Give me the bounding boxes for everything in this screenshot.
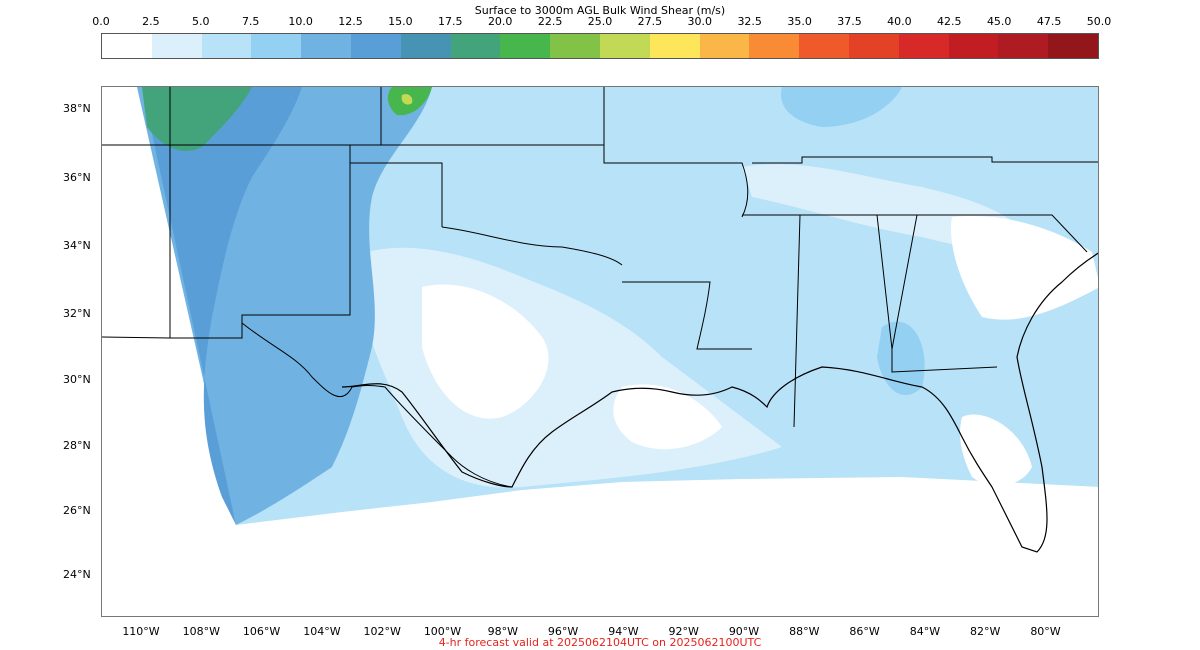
longitude-label: 110°W <box>122 625 160 638</box>
colorbar-swatch <box>450 34 501 58</box>
longitude-label: 94°W <box>608 625 639 638</box>
colorbar-swatch <box>151 34 202 58</box>
colorbar-swatch <box>948 34 999 58</box>
colorbar-tick-label: 30.0 <box>687 15 713 28</box>
colorbar-tick-label: 10.0 <box>288 15 313 28</box>
colorbar-swatch <box>400 34 451 58</box>
latitude-label: 28°N <box>63 439 91 452</box>
longitude-label: 100°W <box>423 625 462 638</box>
colorbar-swatch <box>898 34 949 58</box>
latitude-label: 34°N <box>63 239 91 252</box>
colorbar-tick-label: 2.5 <box>142 15 160 28</box>
state-borders <box>102 87 1098 428</box>
colorbar-title: Surface to 3000m AGL Bulk Wind Shear (m/… <box>474 4 726 17</box>
latitude-label: 26°N <box>63 504 91 517</box>
latitude-label: 36°N <box>63 171 91 184</box>
colorbar-swatch <box>350 34 401 58</box>
longitude-label: 86°W <box>849 625 880 638</box>
colorbar-swatch <box>301 34 351 58</box>
longitude-label: 88°W <box>789 625 820 638</box>
forecast-valid-caption: 4-hr forecast valid at 2025062104UTC on … <box>438 636 762 649</box>
map-svg <box>102 87 1098 553</box>
colorbar-swatch <box>102 34 152 58</box>
longitude-label: 96°W <box>547 625 579 638</box>
colorbar-swatch <box>550 34 600 58</box>
colorbar-tick-label: 0.0 <box>92 15 110 28</box>
colorbar-swatch <box>201 34 252 58</box>
colorbar-swatch <box>251 34 302 58</box>
shear-field-white-2 <box>613 384 722 450</box>
colorbar-tick-label: 45.0 <box>986 15 1012 28</box>
colorbar-swatch <box>649 34 700 58</box>
colorbar-tick-label: 25.0 <box>587 15 613 28</box>
colorbar-tick-label: 5.0 <box>192 15 210 28</box>
shear-field-yellow-patch <box>401 94 413 105</box>
longitude-label: 82°W <box>970 625 1001 638</box>
rio-grande <box>241 322 513 488</box>
colorbar-swatch <box>500 34 551 58</box>
shear-field-stronger-west <box>142 87 302 525</box>
colorbar-tick-label: 47.5 <box>1036 15 1062 28</box>
colorbar-swatch <box>599 34 650 58</box>
latitude-label: 24°N <box>63 568 91 581</box>
colorbar-tick-label: 17.5 <box>438 15 463 28</box>
colorbar-tick-label: 42.5 <box>937 15 962 28</box>
shear-field-east-medium <box>781 87 902 127</box>
longitude-label: 108°W <box>182 625 220 638</box>
colorbar-tick-label: 50.0 <box>1086 15 1112 28</box>
longitude-label: 102°W <box>363 625 401 638</box>
longitude-label: 92°W <box>668 625 699 638</box>
longitude-label: 90°W <box>728 625 760 638</box>
shear-field-white-4 <box>960 414 1032 486</box>
colorbar-tick-label: 40.0 <box>887 15 912 28</box>
longitude-label: 84°W <box>909 625 941 638</box>
longitude-label: 106°W <box>242 625 281 638</box>
colorbar-swatch <box>848 34 899 58</box>
colorbar <box>101 33 1099 59</box>
latitude-label: 38°N <box>63 102 91 115</box>
colorbar-swatch <box>749 34 800 58</box>
colorbar-tick-label: 7.5 <box>241 15 260 28</box>
shear-field-white-3 <box>951 216 1098 320</box>
colorbar-swatch <box>799 34 849 58</box>
colorbar-swatch <box>998 34 1049 58</box>
colorbar-swatch <box>699 34 750 58</box>
longitude-label: 80°W <box>1030 625 1061 638</box>
shear-field-east-medium-2 <box>877 321 925 396</box>
colorbar-tick-label: 20.0 <box>487 15 513 28</box>
colorbar-tick-label: 35.0 <box>787 15 812 28</box>
colorbar-tick-label: 12.5 <box>338 15 363 28</box>
colorbar-tick-label: 27.5 <box>637 15 663 28</box>
colorbar-tick-label: 15.0 <box>388 15 413 28</box>
colorbar-tick-label: 37.5 <box>837 15 862 28</box>
shear-field-white-1 <box>422 284 549 419</box>
colorbar-tick-label: 32.5 <box>737 15 762 28</box>
map-panel <box>101 86 1099 617</box>
gulf-coastline <box>341 252 1098 553</box>
colorbar-swatch <box>1048 34 1098 58</box>
colorbar-tick-label: 22.5 <box>537 15 563 28</box>
colorbar-tick-labels: 0.0 2.5 5.0 7.5 10.0 12.5 15.0 17.5 20.0 22.5 25.0… <box>0 15 1200 29</box>
longitude-label: 98°W <box>487 625 518 638</box>
longitude-label: 104°W <box>303 625 341 638</box>
latitude-label: 32°N <box>63 307 91 320</box>
latitude-label: 30°N <box>63 373 91 386</box>
